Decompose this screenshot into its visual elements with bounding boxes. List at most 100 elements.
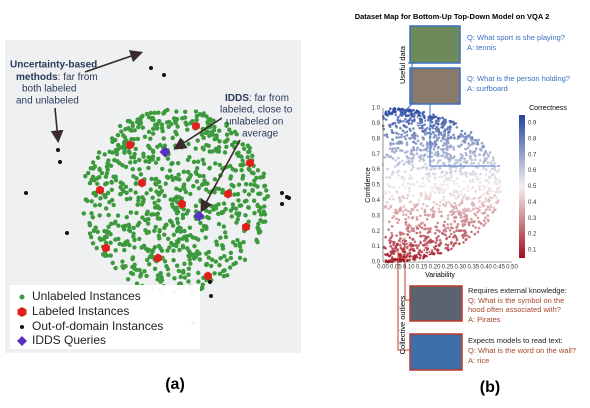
instance-point [474, 150, 477, 153]
instance-point [413, 184, 416, 187]
instance-point [423, 228, 426, 231]
instance-point [443, 221, 446, 224]
instance-point [484, 179, 487, 182]
question: Q: What is the person holding? [467, 74, 570, 83]
y-tick-label: 0.3 [372, 213, 381, 219]
instance-point [476, 143, 479, 146]
unlabeled-point [136, 198, 140, 202]
instance-point [433, 201, 436, 204]
instance-point [466, 218, 469, 221]
unlabeled-point [222, 274, 226, 278]
instance-point [430, 241, 433, 244]
x-tick-label: 0.10 [403, 265, 415, 271]
instance-point [413, 136, 416, 139]
instance-point [468, 144, 471, 147]
x-tick-label: 0.05 [390, 265, 402, 271]
instance-point [430, 156, 433, 159]
unlabeled-point [252, 198, 256, 202]
instance-point [477, 217, 480, 220]
instance-point [453, 155, 456, 158]
instance-point [463, 211, 466, 214]
unlabeled-point [156, 157, 160, 161]
unlabeled-point [250, 154, 254, 158]
unlabeled-point [185, 128, 189, 132]
unlabeled-point [158, 246, 162, 250]
instance-point [456, 207, 459, 210]
instance-point [401, 160, 404, 163]
unlabeled-point [106, 158, 110, 162]
unlabeled-point [139, 172, 143, 176]
unlabeled-point [186, 142, 190, 146]
unlabeled-point [141, 154, 145, 158]
instance-point [408, 187, 411, 190]
unlabeled-point [123, 264, 127, 268]
instance-point [435, 245, 438, 248]
instance-point [420, 167, 423, 170]
instance-point [419, 127, 422, 130]
instance-point [462, 241, 465, 244]
instance-point [424, 163, 427, 166]
out-of-domain-point [149, 66, 153, 70]
unlabeled-point [106, 213, 110, 217]
instance-point [491, 211, 494, 214]
instance-point [426, 205, 429, 208]
instance-point [488, 177, 491, 180]
instance-point [422, 159, 425, 162]
instance-point [395, 125, 398, 128]
unlabeled-point [115, 152, 119, 156]
unlabeled-point [223, 150, 227, 154]
instance-point [444, 247, 447, 250]
unlabeled-point [153, 267, 157, 271]
unlabeled-point [142, 269, 146, 273]
instance-point [457, 182, 460, 185]
instance-point [410, 183, 413, 186]
instance-point [411, 160, 414, 163]
instance-point [469, 210, 472, 213]
x-tick-label: 0.35 [467, 265, 479, 271]
unlabeled-point [106, 225, 110, 229]
instance-point [390, 236, 393, 239]
unlabeled-point [172, 276, 176, 280]
instance-point [482, 193, 485, 196]
instance-point [480, 222, 483, 225]
colorbar-tick-label: 0.7 [528, 152, 537, 158]
instance-point [492, 159, 495, 162]
title: Dataset Map for Bottom-Up Top-Down Model… [355, 12, 550, 21]
instance-point [485, 199, 488, 202]
instance-point [409, 236, 412, 239]
unlabeled-point [202, 178, 206, 182]
instance-point [442, 183, 445, 186]
unlabeled-point [156, 198, 160, 202]
instance-point [417, 139, 420, 142]
instance-point [476, 211, 479, 214]
instance-point [499, 185, 502, 188]
instance-point [407, 210, 410, 213]
unlabeled-point [186, 158, 190, 162]
instance-point [474, 226, 477, 229]
instance-point [446, 237, 449, 240]
unlabeled-point [241, 240, 245, 244]
instance-point [459, 133, 462, 136]
instance-point [453, 220, 456, 223]
unlabeled-point [182, 262, 186, 266]
unlabeled-point [195, 179, 199, 183]
instance-point [464, 140, 467, 143]
instance-point [472, 224, 475, 227]
instance-point [448, 158, 451, 161]
unlabeled-point [230, 214, 234, 218]
unlabeled-point [121, 224, 125, 228]
unlabeled-point [196, 160, 200, 164]
instance-point [396, 243, 399, 246]
instance-point [394, 247, 397, 250]
unlabeled-point [222, 224, 226, 228]
instance-point [434, 176, 437, 179]
unlabeled-point [218, 235, 222, 239]
unlabeled-point [239, 249, 243, 253]
instance-point [394, 209, 397, 212]
unlabeled-point [154, 126, 158, 130]
unlabeled-point [254, 176, 258, 180]
instance-point [397, 147, 400, 150]
instance-point [437, 229, 440, 232]
unlabeled-point [120, 259, 124, 263]
instance-point [479, 159, 482, 162]
